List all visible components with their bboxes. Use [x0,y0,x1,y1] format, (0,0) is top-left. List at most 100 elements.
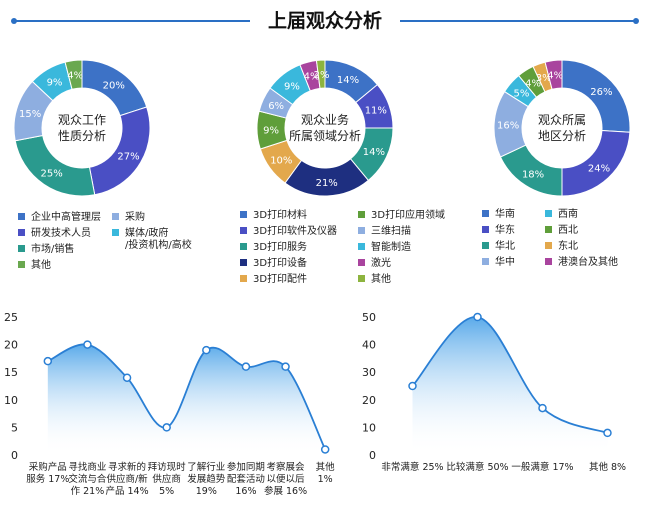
legend-swatch [482,210,489,217]
x-tick-label: 参加同期配套活动 16% [227,461,265,497]
donut-segment [14,134,96,197]
legend-swatch [545,210,552,217]
segment-label: 2% [314,70,330,81]
legend-swatch [240,243,247,250]
segment-label: 4% [547,70,563,81]
legend-swatch [358,243,365,250]
legend-swatch [240,227,247,234]
donut-center-label: 观众业务所属领域分析 [289,112,361,143]
segment-label: 10% [270,156,292,167]
legend-label: 华东 [495,223,515,236]
legend-swatch [545,242,552,249]
y-tick-label: 25 [4,311,18,324]
legend-swatch [545,258,552,265]
point [43,356,53,366]
segment-label: 9% [284,81,300,92]
legend-label: 西南 [558,207,578,220]
line [411,316,608,434]
legend-label: 3D打印应用领域 [371,208,445,221]
legend-swatch [240,275,247,282]
legend-label: 市场/销售 [31,242,74,255]
area-fill [412,316,608,455]
segment-label: 25% [41,169,63,180]
title-decoration [11,18,639,24]
point [162,423,171,432]
page-title: 上届观众分析 [268,9,382,32]
legend-label: 激光 [371,256,391,269]
segment-label: 27% [117,151,139,162]
legend-label: 媒体/政府/投资机构/高校 [125,226,192,251]
y-tick-label: 20 [4,339,18,352]
y-tick-label: 30 [362,366,376,379]
legend-label: 3D打印设备 [253,256,307,269]
legend-swatch [112,229,119,236]
segment-label: 4% [304,72,320,83]
segment-label: 3% [536,73,552,84]
legend-label: 3D打印材料 [253,208,307,221]
donut-segment [315,59,326,89]
x-tick-label: 寻求新的供应商/新产品 14% [105,461,148,497]
legend-swatch [358,211,365,218]
donut-center-label: 观众工作性质分析 [58,113,106,143]
point [83,340,92,349]
legend-swatch [112,213,119,220]
segment-label: 6% [268,101,284,112]
point [538,403,547,413]
segment-label: 14% [363,147,385,158]
legend-label: 其他 [31,258,51,271]
donut-center-label: 观众所属地区分析 [538,113,586,143]
x-tick-label: 一般满意 17% [511,461,573,473]
x-tick-label: 了解行业发展趋势 19% [187,461,226,497]
y-tick-label: 40 [362,339,376,352]
y-tick-label: 5 [11,421,18,434]
legend-swatch [240,259,247,266]
y-tick-label: 10 [362,421,376,434]
y-tick-label: 0 [11,449,18,462]
legend-label: 华中 [495,255,515,268]
legend-swatch [358,227,365,234]
legend-swatch [545,226,552,233]
legend-label: 智能制造 [371,240,411,253]
legend-label: 其他 [371,272,391,285]
x-tick-label: 其他 8% [589,461,626,473]
segment-label: 9% [263,126,279,137]
segment-label: 4% [67,70,83,81]
point [241,362,251,371]
y-tick-label: 20 [362,394,376,407]
legend-label: 华南 [495,207,515,220]
point [603,428,612,438]
segment-label: 11% [365,106,387,117]
legend-label: 企业中高管理层 [31,210,101,223]
point [202,345,211,355]
legend-swatch [482,226,489,233]
legend-swatch [18,245,25,252]
segment-label: 26% [590,87,612,98]
segment-label: 9% [47,78,63,89]
legend-swatch [482,258,489,265]
legend-swatch [358,275,365,282]
point [320,445,330,454]
legend-label: 华北 [495,239,515,252]
segment-label: 18% [522,170,544,181]
segment-label: 20% [103,80,125,91]
segment-label: 16% [497,121,519,132]
legend-label: 3D打印配件 [253,272,307,285]
segment-label: 21% [316,178,338,189]
legend-label: 研发技术人员 [31,226,91,239]
x-tick-label: 其他 1% [316,461,336,485]
x-tick-label: 拜访现时供应商 5% [148,461,187,497]
legend-label: 西北 [558,224,578,236]
donut-segment [64,59,83,90]
legend-label: 3D打印服务 [253,240,307,253]
y-tick-label: 10 [4,394,18,407]
legend-label: 采购 [125,210,145,223]
segment-label: 24% [588,163,610,174]
area-fill [47,344,326,455]
legend-label: 3D打印软件及仪器 [253,224,337,237]
legend-swatch [482,242,489,249]
legend-label: 港澳台及其他 [558,255,618,268]
legend-swatch [18,261,25,268]
segment-label: 5% [514,88,530,99]
y-tick-label: 50 [362,311,376,324]
